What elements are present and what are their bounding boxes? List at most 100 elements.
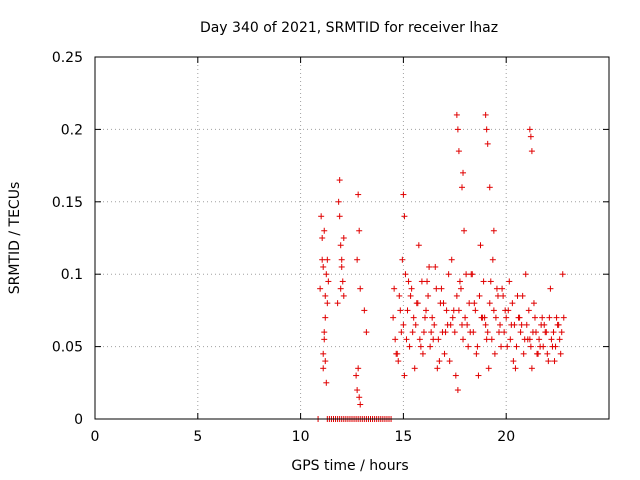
data-point — [424, 278, 431, 285]
data-point — [432, 263, 439, 270]
data-point — [413, 300, 420, 307]
data-point — [418, 278, 425, 285]
data-point — [393, 350, 400, 357]
x-tick-label: 20 — [497, 429, 515, 445]
data-point — [506, 278, 513, 285]
data-point — [440, 300, 447, 307]
data-point — [497, 321, 504, 328]
grid-lines — [95, 57, 609, 419]
data-point — [390, 314, 397, 321]
data-point — [361, 307, 368, 314]
data-point — [356, 394, 363, 401]
data-point — [355, 365, 362, 372]
data-point — [323, 271, 330, 278]
data-point — [455, 148, 462, 155]
data-point — [526, 126, 533, 133]
data-point — [451, 329, 458, 336]
data-point — [391, 285, 398, 292]
data-point — [546, 314, 553, 321]
data-point — [512, 365, 519, 372]
data-point — [536, 336, 543, 343]
data-point — [467, 329, 474, 336]
data-point — [476, 292, 483, 299]
data-point — [453, 292, 460, 299]
data-point — [537, 343, 544, 350]
data-point — [553, 314, 560, 321]
data-point — [514, 292, 521, 299]
data-points — [315, 111, 567, 422]
data-point — [338, 256, 345, 263]
data-point — [490, 227, 497, 234]
data-point — [484, 329, 491, 336]
data-point — [555, 321, 562, 328]
data-point — [460, 169, 467, 176]
data-point — [543, 329, 550, 336]
data-point — [496, 329, 503, 336]
data-point — [492, 314, 499, 321]
data-point — [452, 372, 459, 379]
data-point — [435, 336, 442, 343]
data-point — [319, 235, 326, 241]
data-point — [458, 184, 465, 191]
data-point — [465, 343, 472, 350]
data-point — [544, 350, 551, 357]
tick-labels: 0 5 10 15 20 0 0.05 0.1 0.15 0.2 0.25 — [52, 50, 515, 445]
data-point — [517, 329, 524, 336]
data-point — [488, 336, 495, 343]
data-point — [401, 213, 408, 220]
data-point — [556, 336, 563, 343]
data-point — [464, 321, 471, 328]
data-point — [545, 358, 552, 365]
data-point — [501, 329, 508, 336]
data-point — [412, 321, 419, 328]
data-point — [527, 133, 534, 140]
data-point — [482, 321, 489, 328]
data-point — [513, 343, 520, 350]
data-point — [520, 350, 527, 357]
data-point — [462, 314, 469, 321]
data-point — [426, 263, 433, 270]
axis-ticks — [94, 56, 609, 420]
data-point — [357, 285, 364, 292]
data-point — [416, 336, 423, 343]
data-point — [436, 358, 443, 365]
data-point — [463, 271, 470, 278]
data-point — [400, 191, 407, 198]
data-point — [340, 292, 347, 299]
data-point — [458, 321, 465, 328]
data-point — [487, 278, 494, 285]
data-point — [438, 285, 445, 292]
data-point — [334, 300, 341, 307]
y-axis-label: SRMTID / TECUs — [7, 182, 23, 295]
data-point — [445, 271, 452, 278]
y-tick-label: 0.25 — [52, 50, 83, 66]
data-point — [336, 213, 343, 220]
data-point — [403, 336, 410, 343]
data-point — [541, 321, 548, 328]
data-point — [499, 285, 506, 292]
y-tick-label: 0.1 — [61, 267, 83, 283]
data-point — [420, 329, 427, 336]
data-point — [355, 191, 362, 198]
data-point — [395, 358, 402, 365]
data-point — [419, 350, 426, 357]
data-point — [460, 336, 467, 343]
data-point — [498, 343, 505, 350]
data-point — [429, 314, 436, 321]
data-point — [433, 285, 440, 292]
data-point — [483, 336, 490, 343]
data-point — [321, 329, 328, 336]
data-point — [523, 321, 530, 328]
data-point — [503, 314, 510, 321]
data-point — [558, 329, 565, 336]
data-point — [548, 336, 555, 343]
y-tick-label: 0.15 — [52, 195, 83, 211]
data-point — [339, 278, 346, 285]
y-tick-label: 0 — [74, 412, 83, 428]
data-point — [441, 350, 448, 357]
data-point — [430, 336, 437, 343]
data-point — [510, 358, 517, 365]
data-point — [427, 343, 434, 350]
data-point — [508, 321, 515, 328]
data-point — [551, 358, 558, 365]
